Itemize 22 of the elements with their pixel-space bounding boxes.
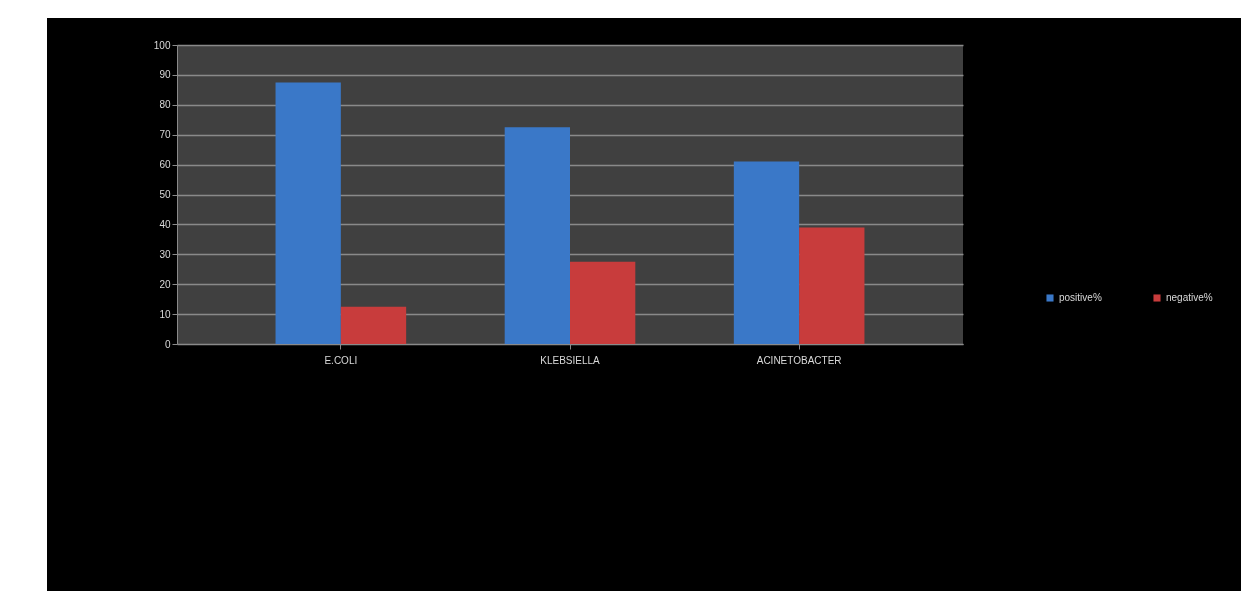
y-tick-label: 60 [159,159,171,171]
bar [799,227,865,344]
legend-label: positive% [1059,292,1102,303]
y-tick-label: 0 [164,338,171,350]
bar [275,82,341,344]
y-tick-label: 10 [159,308,171,320]
x-tick-label: ACINETOBACTER [756,354,842,366]
bar [504,127,570,344]
y-tick-label: 20 [159,278,171,290]
y-tick-label: 70 [159,129,171,141]
legend-label: negative% [1166,292,1213,303]
bar [570,261,636,344]
bar [733,161,800,344]
y-tick-label: 100 [153,39,171,51]
x-tick-label: KLEBSIELLA [540,354,601,366]
y-tick-label: 30 [159,248,171,260]
y-tick-label: 40 [159,218,171,230]
x-tick-label: E.COLI [324,354,358,366]
y-tick-label: 90 [159,69,171,81]
y-tick-label: 80 [159,99,171,111]
y-tick-label: 50 [159,189,171,200]
bar [340,306,407,344]
